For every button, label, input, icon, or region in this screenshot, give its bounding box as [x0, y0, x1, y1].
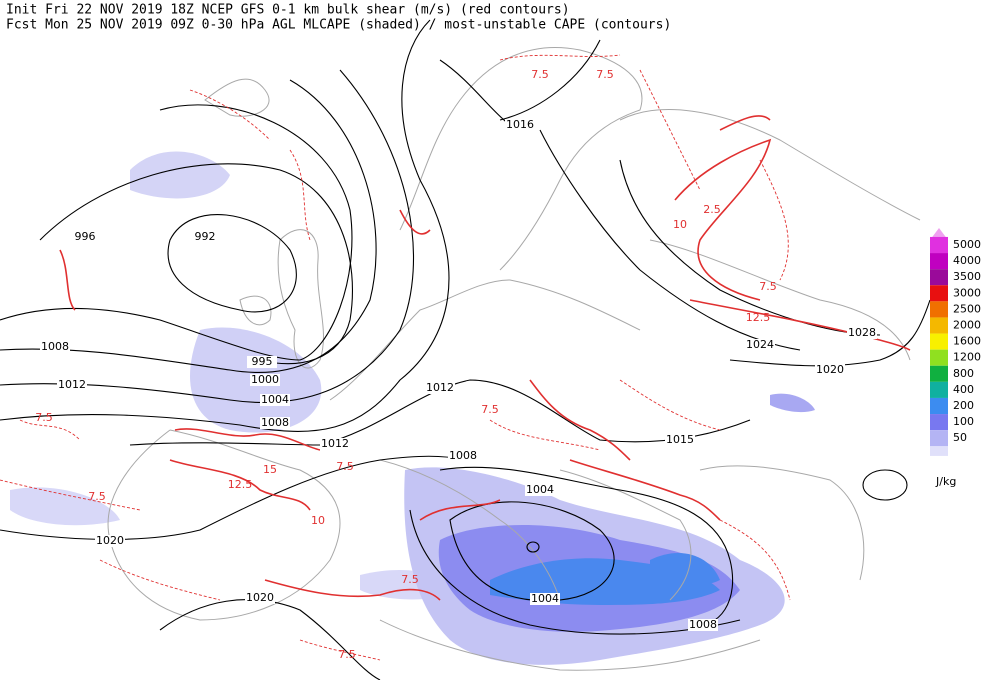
shear-label: 7.5: [88, 490, 106, 503]
isobar-label: 1028: [848, 326, 876, 339]
label-backdrop: [665, 434, 695, 446]
legend-swatch: [930, 349, 948, 366]
label-backdrop: [95, 535, 125, 547]
isobar-label: 1004: [261, 393, 289, 406]
legend-swatch: [930, 285, 948, 302]
shear-label: 7.5: [596, 68, 614, 81]
label-backdrop: [40, 341, 70, 353]
isobar-label: 1020: [96, 534, 124, 547]
isobars: [0, 19, 931, 680]
shear-label: 7.5: [336, 460, 354, 473]
shear-label: 7.5: [338, 648, 356, 661]
isobar-label: 1020: [816, 363, 844, 376]
isobar-label: 1012: [58, 378, 86, 391]
label-backdrop: [505, 119, 535, 131]
legend-label: 50: [953, 431, 967, 444]
legend-swatch: [930, 365, 948, 382]
legend-swatch: [930, 397, 948, 415]
shear-label: 2.5: [703, 203, 721, 216]
shear-label: 12.5: [228, 478, 253, 491]
legend-label: 800: [953, 367, 974, 380]
legend-unit: J/kg: [935, 475, 956, 488]
legend-label: 1200: [953, 351, 981, 364]
isobar-label: 1004: [526, 483, 554, 496]
legend-label: 200: [953, 399, 974, 412]
shear-label: 7.5: [35, 411, 53, 424]
shear-label: 10: [311, 514, 325, 527]
label-backdrop: [815, 364, 845, 376]
legend-label: 5000: [953, 238, 981, 251]
label-backdrop: [260, 417, 290, 429]
isobar-label: 996: [75, 230, 96, 243]
legend-label: 2500: [953, 302, 981, 315]
legend-label: 3500: [953, 270, 981, 283]
label-backdrop: [260, 394, 290, 406]
label-backdrop: [530, 593, 560, 605]
legend-label: 400: [953, 383, 974, 396]
legend-swatch: [930, 333, 948, 350]
label-backdrop: [57, 379, 87, 391]
isobar-label: 1008: [261, 416, 289, 429]
isobar-label: 1012: [321, 437, 349, 450]
legend-swatch: [930, 446, 948, 456]
shear-label: 15: [263, 463, 277, 476]
label-backdrop: [320, 438, 350, 450]
legend-label: 2000: [953, 319, 981, 332]
header-line: Fcst Mon 25 NOV 2019 09Z 0-30 hPa AGL ML…: [6, 18, 671, 33]
shear-label: 10: [673, 218, 687, 231]
label-backdrop: [70, 231, 100, 243]
label-backdrop: [448, 450, 478, 462]
isobar-label: 1012: [426, 381, 454, 394]
shear-label: 7.5: [481, 403, 499, 416]
label-backdrop: [190, 231, 220, 243]
label-backdrop: [847, 327, 877, 339]
legend-swatch: [930, 317, 948, 334]
coastlines: [107, 46, 921, 671]
legend-label: 3000: [953, 286, 981, 299]
isobar-label: 1024: [746, 338, 774, 351]
shear-label: 7.5: [401, 573, 419, 586]
legend-swatch: [930, 414, 948, 431]
legend-label: 100: [953, 415, 974, 428]
label-backdrop: [525, 484, 555, 496]
legend-swatch: [930, 253, 948, 270]
isobar-label: 1008: [449, 449, 477, 462]
isobar-label: 1016: [506, 118, 534, 131]
legend-label: 4000: [953, 254, 981, 267]
label-backdrop: [250, 374, 280, 386]
legend-swatch: [930, 236, 948, 254]
shear-label: 7.5: [531, 68, 549, 81]
legend-swatch: [930, 381, 948, 398]
isobar-label: 995: [252, 355, 273, 368]
label-backdrop: [425, 382, 455, 394]
isobar-label: 1008: [689, 618, 717, 631]
label-backdrop: [688, 619, 718, 631]
legend-swatch: [930, 430, 948, 447]
label-backdrop: [745, 339, 775, 351]
legend-swatch: [930, 269, 948, 286]
isobar-label: 1020: [246, 591, 274, 604]
legend-swatch: [930, 301, 948, 318]
isobar-label: 1004: [531, 592, 559, 605]
label-backdrop: [245, 592, 275, 604]
header-line: Init Fri 22 NOV 2019 18Z NCEP GFS 0-1 km…: [6, 3, 570, 18]
isobar-label: 1000: [251, 373, 279, 386]
label-backdrop: [247, 356, 277, 368]
legend-label: 1600: [953, 335, 981, 348]
isobar-label: 992: [195, 230, 216, 243]
isobar-label: 1015: [666, 433, 694, 446]
shear-contours: [0, 54, 911, 661]
shear-label: 7.5: [759, 280, 777, 293]
shear-label: 12.5: [746, 311, 771, 324]
isobar-label: 1008: [41, 340, 69, 353]
